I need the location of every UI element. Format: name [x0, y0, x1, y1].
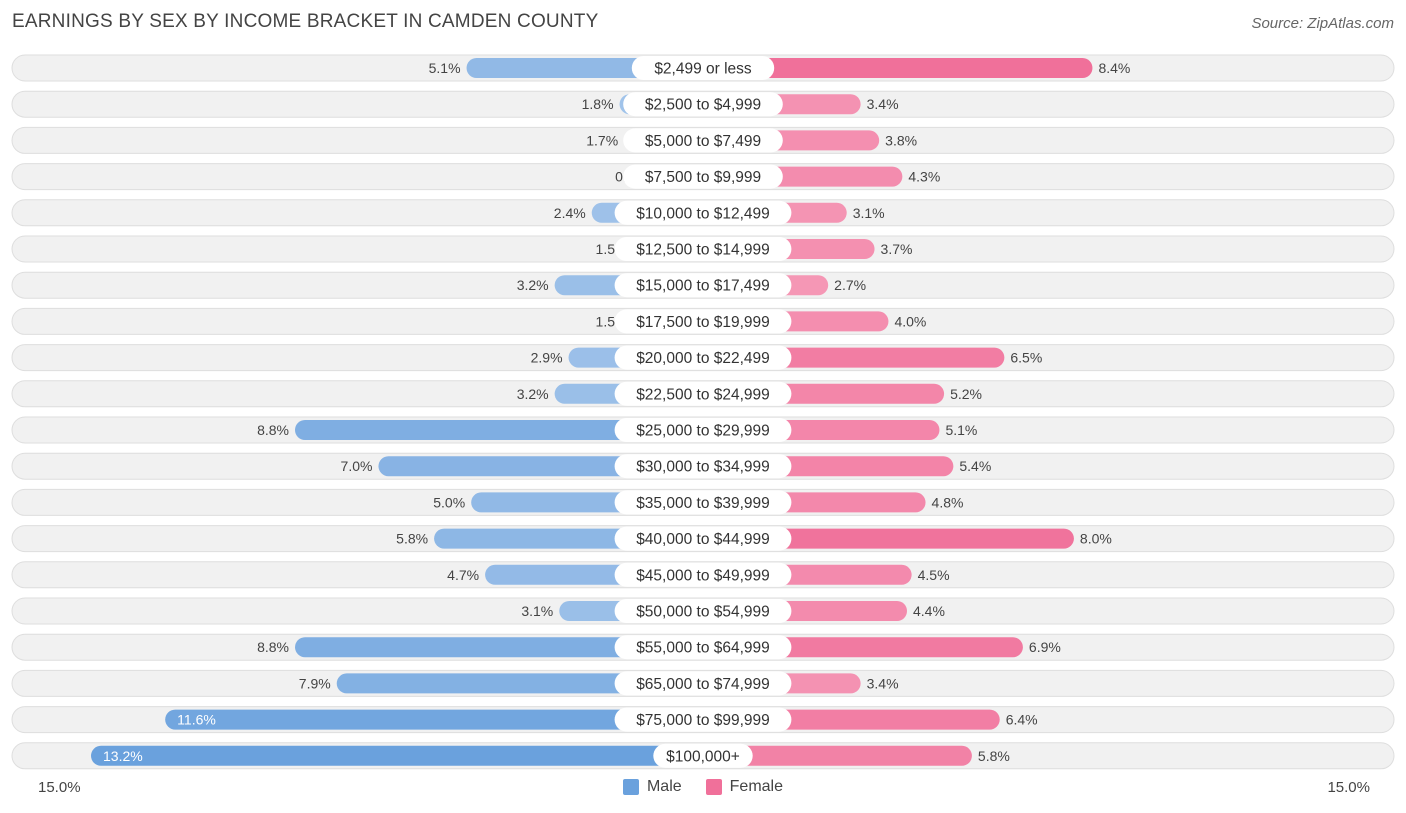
male-value-label: 3.2% — [517, 277, 549, 293]
male-value-label: 4.7% — [447, 567, 479, 583]
female-value-label: 5.2% — [950, 386, 982, 402]
female-value-label: 4.5% — [918, 567, 950, 583]
category-pill — [623, 92, 783, 117]
category-label: $20,000 to $22,499 — [636, 350, 770, 367]
category-pill — [614, 345, 792, 370]
male-bar — [91, 745, 703, 766]
category-label: $15,000 to $17,499 — [636, 278, 770, 295]
female-swatch — [705, 779, 722, 795]
legend-item-female[interactable]: Female — [705, 778, 784, 796]
category-label: $25,000 to $29,999 — [636, 423, 770, 440]
male-value-label: 5.0% — [433, 494, 465, 510]
female-value-label: 6.5% — [1010, 350, 1042, 366]
category-label: $75,000 to $99,999 — [636, 712, 770, 729]
female-value-label: 3.4% — [867, 675, 899, 691]
female-value-label: 4.4% — [913, 603, 945, 619]
category-label: $10,000 to $12,499 — [636, 205, 770, 222]
category-label: $22,500 to $24,999 — [636, 386, 770, 403]
category-label: $45,000 to $49,999 — [636, 567, 770, 584]
female-value-label: 4.0% — [894, 313, 926, 329]
male-value-label: 3.1% — [521, 603, 553, 619]
male-value-label: 8.8% — [257, 639, 289, 655]
chart-title: EARNINGS BY SEX BY INCOME BRACKET IN CAM… — [12, 11, 599, 32]
female-bar — [703, 58, 1093, 78]
category-label: $2,500 to $4,999 — [645, 97, 761, 114]
category-pill — [631, 56, 775, 80]
category-label: $35,000 to $39,999 — [636, 495, 770, 512]
category-pill — [614, 200, 792, 225]
female-value-label: 4.3% — [908, 169, 940, 185]
female-value-label: 5.4% — [959, 458, 991, 474]
category-pill — [614, 418, 792, 442]
axis-right-label: 15.0% — [1327, 779, 1370, 796]
female-value-label: 3.8% — [885, 132, 917, 148]
female-value-label: 3.1% — [853, 205, 885, 221]
category-pill — [623, 164, 783, 189]
category-label: $2,499 or less — [654, 61, 752, 78]
category-label: $7,500 to $9,999 — [645, 169, 761, 186]
female-value-label: 8.0% — [1080, 531, 1112, 547]
category-pill — [614, 381, 792, 406]
category-label: $5,000 to $7,499 — [645, 133, 761, 150]
male-value-label: 3.2% — [517, 386, 549, 402]
male-value-label: 2.9% — [531, 350, 563, 366]
male-value-label: 11.6% — [177, 712, 216, 728]
category-pill — [614, 671, 792, 696]
female-bar — [703, 745, 972, 766]
category-label: $65,000 to $74,999 — [636, 676, 770, 693]
category-label: $17,500 to $19,999 — [636, 314, 770, 331]
male-swatch — [622, 779, 639, 795]
female-value-label: 3.7% — [881, 241, 913, 257]
female-value-label: 8.4% — [1098, 60, 1130, 76]
female-bar — [703, 528, 1074, 549]
category-pill — [614, 707, 792, 732]
category-pill — [614, 635, 792, 660]
male-bar — [165, 709, 703, 730]
category-pill — [614, 562, 792, 587]
category-pill — [614, 237, 792, 261]
male-value-label: 1.8% — [582, 96, 614, 112]
category-pill — [653, 743, 753, 768]
female-value-label: 5.8% — [978, 748, 1010, 764]
category-label: $40,000 to $44,999 — [636, 531, 770, 548]
male-value-label: 5.1% — [429, 60, 461, 76]
female-value-label: 3.4% — [867, 96, 899, 112]
legend: Male Female — [0, 778, 1406, 796]
female-value-label: 4.8% — [932, 494, 964, 510]
male-value-label: 2.4% — [554, 205, 586, 221]
male-value-label: 13.2% — [103, 748, 143, 764]
category-pill — [614, 599, 792, 623]
female-value-label: 6.9% — [1029, 639, 1061, 655]
category-label: $50,000 to $54,999 — [636, 604, 770, 621]
category-pill — [614, 490, 792, 515]
female-value-label: 6.4% — [1006, 712, 1038, 728]
male-bar — [295, 637, 703, 658]
legend-female-label: Female — [729, 778, 784, 795]
category-pill — [614, 273, 792, 298]
category-label: $12,500 to $14,999 — [636, 242, 770, 259]
male-value-label: 8.8% — [257, 422, 289, 438]
axis-left-label: 15.0% — [38, 779, 81, 796]
category-pill — [614, 526, 792, 551]
category-pill — [623, 128, 783, 153]
male-value-label: 7.0% — [341, 458, 373, 474]
category-label: $55,000 to $64,999 — [636, 640, 770, 657]
female-value-label: 5.1% — [945, 422, 977, 438]
male-value-label: 5.8% — [396, 531, 428, 547]
legend-male-label: Male — [646, 778, 682, 795]
category-label: $30,000 to $34,999 — [636, 459, 770, 476]
male-bar — [336, 673, 703, 694]
category-label: $100,000+ — [666, 748, 740, 765]
male-bar — [295, 420, 703, 440]
legend-item-male[interactable]: Male — [622, 778, 682, 796]
male-value-label: 1.7% — [586, 132, 618, 148]
source-label: Source: ZipAtlas.com — [1251, 15, 1394, 32]
male-value-label: 7.9% — [299, 675, 331, 691]
female-value-label: 2.7% — [834, 277, 866, 293]
category-pill — [614, 454, 792, 479]
category-pill — [614, 309, 792, 334]
